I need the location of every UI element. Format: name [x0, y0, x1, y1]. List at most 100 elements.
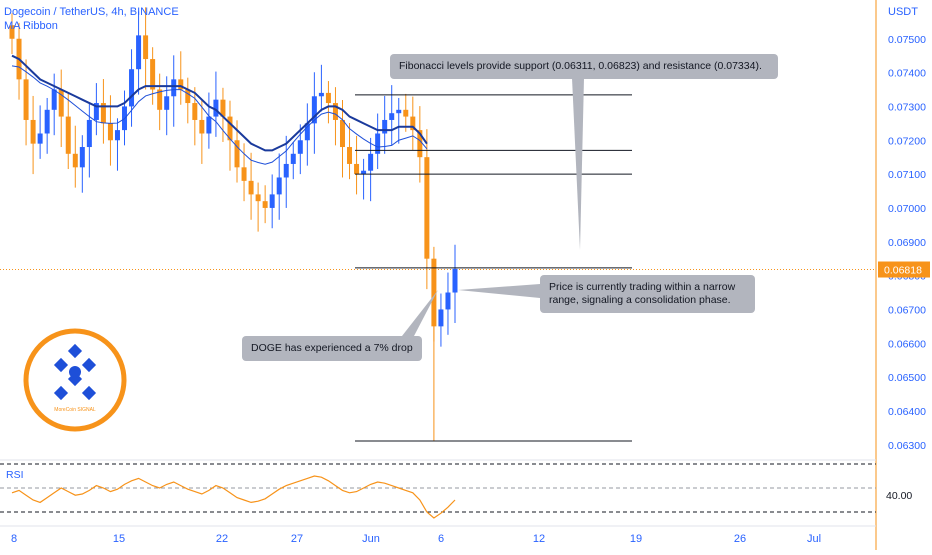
candle-body [206, 116, 212, 134]
price-tick-label: 0.07200 [888, 135, 926, 147]
candle-body [410, 116, 416, 131]
candle-body [72, 153, 78, 168]
candle-body [178, 79, 184, 90]
candle-body [269, 194, 275, 208]
candle-body [276, 177, 282, 195]
price-tick-label: 0.07500 [888, 34, 926, 46]
candle-body [375, 133, 381, 154]
candle-body [396, 109, 402, 114]
candle-body [37, 133, 43, 144]
candle-body [44, 109, 50, 134]
candle-body [9, 25, 15, 39]
candle-body [100, 103, 106, 124]
candle-body [93, 103, 99, 120]
candle-body [438, 309, 444, 327]
fibonacci-note: Fibonacci levels provide support (0.0631… [390, 54, 778, 79]
candle-body [220, 99, 226, 117]
candle-body [354, 163, 360, 175]
logo-diamond-icon [81, 385, 97, 401]
logo-coin-icon [69, 366, 81, 378]
candle-body [248, 180, 254, 195]
logo-caption: MoreCoin SIGNAL [54, 407, 96, 413]
price-tick-label: 0.07400 [888, 68, 926, 80]
rsi-value-label: 40.00 [886, 490, 912, 502]
candle-body [79, 147, 85, 168]
candle-body [213, 99, 219, 117]
candle-body [107, 123, 113, 141]
candle-body [318, 92, 324, 97]
time-tick-label: 22 [216, 533, 228, 545]
candle-body [164, 96, 170, 110]
candle-body [171, 79, 177, 97]
candle-body [23, 79, 29, 120]
logo-diamond-icon [67, 343, 83, 359]
price-tick-label: 0.07000 [888, 203, 926, 215]
candle-body [361, 170, 367, 175]
candle-body [51, 89, 57, 110]
indicator-label: MA Ribbon [4, 20, 58, 32]
time-tick-label: 6 [438, 533, 444, 545]
candle-body [199, 119, 205, 134]
candle-body [157, 89, 163, 110]
candle-body [297, 140, 303, 154]
logo-diamond-icon [53, 385, 69, 401]
candle-body [403, 109, 409, 117]
candle-body [347, 147, 353, 164]
price-tick-label: 0.06700 [888, 304, 926, 316]
range-note-pointer [458, 284, 540, 298]
time-tick-label: 19 [630, 533, 642, 545]
candle-body [192, 103, 198, 120]
drop-note-pointer [402, 290, 438, 336]
time-tick-label: Jul [807, 533, 821, 545]
candle-body [452, 268, 458, 293]
time-tick-label: Jun [362, 533, 380, 545]
candle-body [262, 201, 268, 208]
ma-ribbon-fast [11, 65, 428, 165]
candle-body [30, 119, 36, 144]
candle-body [382, 119, 388, 134]
ma-ribbon-slow [11, 54, 428, 152]
candle-body [86, 119, 92, 148]
candle-body [368, 153, 374, 171]
time-tick-label: 26 [734, 533, 746, 545]
time-tick-label: 27 [291, 533, 303, 545]
last-price-label: 0.06818 [884, 265, 922, 277]
candle-body [227, 116, 233, 141]
candle-body [325, 92, 331, 104]
candle-body [445, 292, 451, 310]
candle-body [114, 130, 120, 141]
drop-note: DOGE has experienced a 7% drop [242, 336, 422, 361]
candle-body [311, 96, 317, 124]
time-tick-label: 15 [113, 533, 125, 545]
currency-label: USDT [888, 6, 918, 18]
candle-body [424, 157, 430, 259]
candle-body [290, 153, 296, 164]
logo-diamond-icon [53, 357, 69, 373]
price-tick-label: 0.06900 [888, 237, 926, 249]
candle-body [65, 116, 71, 154]
candle-body [389, 113, 395, 120]
price-tick-label: 0.07100 [888, 169, 926, 181]
candle-body [332, 103, 338, 120]
symbol-title: Dogecoin / TetherUS, 4h, BINANCE [4, 6, 179, 18]
candle-body [185, 89, 191, 104]
candle-body [304, 123, 310, 141]
price-tick-label: 0.07300 [888, 101, 926, 113]
candle-body [339, 119, 345, 148]
candle-body [58, 89, 64, 117]
candle-body [234, 140, 240, 168]
time-tick-label: 8 [11, 533, 17, 545]
price-tick-label: 0.06300 [888, 440, 926, 452]
price-tick-label: 0.06600 [888, 338, 926, 350]
rsi-line [11, 475, 456, 519]
logo-diamond-icon [53, 343, 97, 401]
candle-body [241, 167, 247, 181]
last-price-badge [878, 261, 930, 278]
candle-body [255, 194, 261, 202]
price-tick-label: 0.06500 [888, 372, 926, 384]
price-tick-label: 0.06400 [888, 406, 926, 418]
candle-body [150, 59, 156, 90]
candle-body [417, 130, 423, 158]
candle-body [129, 69, 135, 107]
